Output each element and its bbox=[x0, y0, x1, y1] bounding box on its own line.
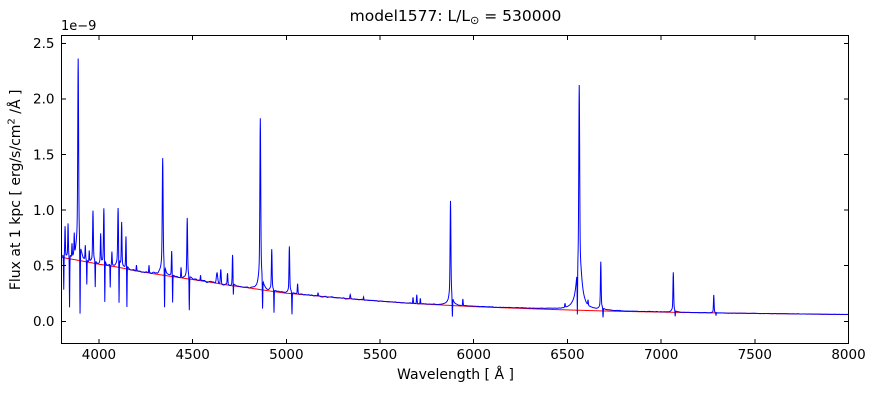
y-tick-label: 1.0 bbox=[33, 203, 54, 219]
y-tick-label: 2.0 bbox=[33, 92, 54, 108]
title-text: model1577: L/L bbox=[349, 7, 470, 25]
x-tick-label: 4000 bbox=[82, 347, 116, 363]
superscript-2: 2 bbox=[6, 117, 18, 125]
x-tick-label: 6500 bbox=[550, 347, 584, 363]
axes-frame bbox=[61, 35, 849, 344]
x-tick-label: 7000 bbox=[644, 347, 678, 363]
spectrum-line bbox=[61, 58, 849, 318]
y-axis-offset-label: 1e−9 bbox=[61, 19, 97, 34]
y-tick-label: 0.5 bbox=[33, 258, 54, 274]
continuum-line bbox=[61, 256, 849, 315]
x-tick-label: 5000 bbox=[269, 347, 303, 363]
y-tick-label: 1.5 bbox=[33, 147, 54, 163]
x-tick-label: 7500 bbox=[738, 347, 772, 363]
title-value: = 530000 bbox=[479, 7, 562, 25]
x-tick-label: 8000 bbox=[831, 347, 865, 363]
x-tick-label: 6000 bbox=[457, 347, 491, 363]
x-tick-label: 4500 bbox=[175, 347, 209, 363]
sun-symbol: ⊙ bbox=[469, 13, 480, 27]
y-tick-label: 2.5 bbox=[33, 36, 54, 52]
y-axis-label-text: Flux at 1 kpc [ erg/s/cm2 /Å ] bbox=[6, 89, 24, 290]
plot-title: model1577: L/L⊙ = 530000 bbox=[62, 7, 849, 27]
y-tick-label: 0.0 bbox=[33, 314, 54, 330]
x-tick-label: 5500 bbox=[363, 347, 397, 363]
y-axis-label: Flux at 1 kpc [ erg/s/cm2 /Å ] bbox=[3, 36, 27, 343]
x-axis-label: Wavelength [ Å ] bbox=[397, 367, 514, 383]
